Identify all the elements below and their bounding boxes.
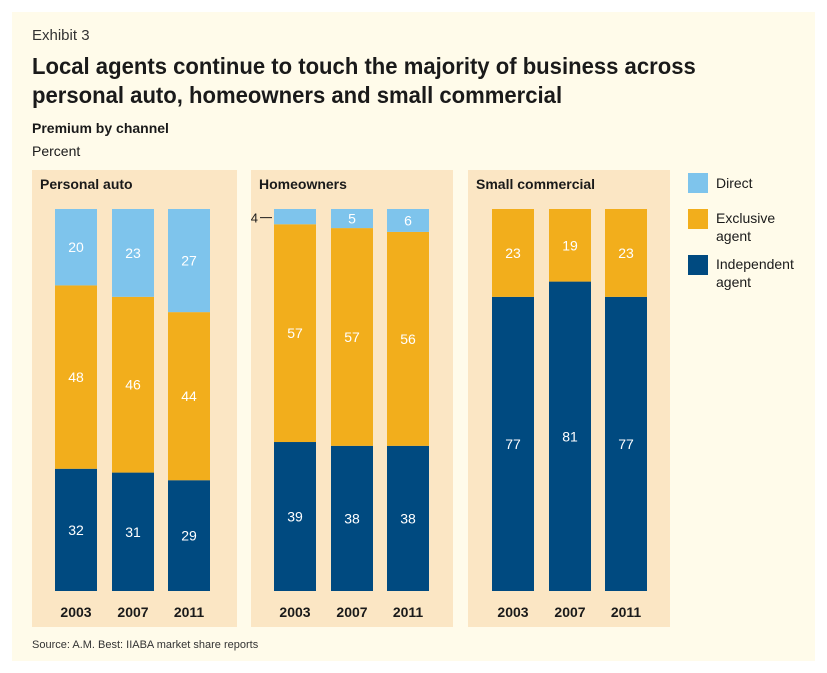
bar-segment-independent [168, 480, 210, 591]
data-label-direct: 6 [404, 212, 412, 228]
bar-segment-exclusive [492, 209, 534, 297]
panel-title: Homeowners [259, 176, 347, 192]
bar-segment-independent [112, 472, 154, 591]
panel-title: Personal auto [40, 176, 133, 192]
x-tick-label: 2007 [554, 604, 585, 620]
data-label-direct: 20 [68, 239, 84, 255]
bar-segment-exclusive [55, 285, 97, 469]
bar-segment-independent [492, 296, 534, 591]
bar-segment-direct [112, 209, 154, 297]
data-label-exclusive: 57 [344, 329, 360, 345]
source-note: Source: A.M. Best: IIABA market share re… [32, 639, 259, 651]
data-label-independent: 77 [505, 436, 521, 452]
data-label-direct: 4 [251, 211, 258, 226]
data-label-exclusive: 56 [400, 331, 416, 347]
data-label-independent: 39 [287, 509, 303, 525]
bar-segment-exclusive [274, 224, 316, 443]
exhibit-label: Exhibit 3 [32, 27, 90, 44]
bar-segment-exclusive [549, 209, 591, 282]
unit-label: Percent [32, 143, 81, 159]
data-label-exclusive: 46 [125, 377, 141, 393]
bar-segment-independent [605, 296, 647, 591]
bar-segment-independent [274, 442, 316, 591]
legend-label-independent: Independent agent [716, 256, 794, 290]
data-label-direct: 5 [348, 211, 356, 227]
data-label-direct: 27 [181, 253, 197, 269]
bar-segment-direct [168, 209, 210, 313]
bar-segment-independent [549, 281, 591, 591]
bar-segment-exclusive [168, 312, 210, 481]
x-tick-label: 2011 [174, 604, 205, 620]
bar-segment-direct [274, 209, 316, 225]
bar-segment-exclusive [112, 296, 154, 473]
data-label-independent: 38 [400, 510, 416, 526]
bar-segment-direct [55, 209, 97, 286]
data-label-independent: 31 [125, 524, 141, 540]
chart-subtitle: Premium by channel [32, 120, 169, 136]
x-tick-label: 2007 [336, 604, 367, 620]
data-label-exclusive: 48 [68, 369, 84, 385]
panel-title: Small commercial [476, 176, 595, 192]
data-label-independent: 77 [618, 436, 634, 452]
bar-segment-direct [387, 209, 429, 232]
data-label-independent: 29 [181, 528, 197, 544]
x-tick-label: 2007 [117, 604, 148, 620]
legend-label-exclusive: Exclusive agent [716, 210, 776, 244]
data-label-independent: 38 [344, 510, 360, 526]
legend-swatch-direct [688, 173, 708, 193]
data-label-independent: 32 [68, 522, 84, 538]
bar-segment-independent [55, 468, 97, 591]
data-label-exclusive: 23 [505, 245, 521, 261]
x-tick-label: 2003 [497, 604, 528, 620]
data-label-exclusive: 19 [562, 237, 578, 253]
data-label-exclusive: 57 [287, 325, 303, 341]
x-tick-label: 2011 [611, 604, 642, 620]
bar-segment-direct [331, 209, 373, 229]
bar-segment-independent [331, 445, 373, 591]
data-label-exclusive: 44 [181, 388, 197, 404]
chart-title: Local agents continue to touch the major… [32, 53, 696, 108]
data-label-exclusive: 23 [618, 245, 634, 261]
bar-segment-exclusive [387, 231, 429, 446]
legend-swatch-independent [688, 255, 708, 275]
data-label-independent: 81 [562, 428, 578, 444]
x-tick-label: 2011 [393, 604, 424, 620]
bar-segment-exclusive [605, 209, 647, 297]
bar-segment-exclusive [331, 228, 373, 446]
legend-swatch-exclusive [688, 209, 708, 229]
x-tick-label: 2003 [279, 604, 310, 620]
data-label-direct: 23 [125, 245, 141, 261]
legend-label-direct: Direct [716, 175, 753, 191]
bar-segment-independent [387, 445, 429, 591]
x-tick-label: 2003 [60, 604, 91, 620]
